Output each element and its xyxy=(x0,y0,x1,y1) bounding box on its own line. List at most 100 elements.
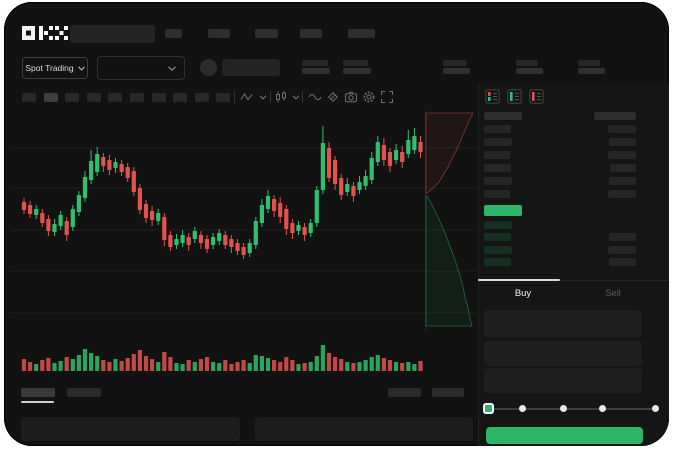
volume-bar xyxy=(314,356,319,371)
candle-body xyxy=(387,152,393,166)
orderbook-header-amount xyxy=(594,112,636,120)
navbar-item[interactable] xyxy=(255,29,278,38)
bid-price-placeholder[interactable] xyxy=(484,246,512,254)
volume-bar xyxy=(95,356,100,371)
interval-button[interactable] xyxy=(130,93,144,102)
candle-body xyxy=(339,178,344,195)
candle-body xyxy=(162,217,167,240)
stat-value-placeholder xyxy=(516,68,543,74)
slider-handle[interactable] xyxy=(482,403,494,414)
stat-label-placeholder xyxy=(516,60,538,66)
market-type-dropdown[interactable]: Spot Trading xyxy=(22,57,88,79)
ask-price-placeholder[interactable] xyxy=(484,125,511,133)
buy-submit-button[interactable] xyxy=(486,427,643,444)
order-input-placeholder[interactable] xyxy=(484,341,642,366)
candle-body xyxy=(156,213,161,221)
order-input-placeholder[interactable] xyxy=(484,368,642,393)
settings-gear-icon[interactable] xyxy=(362,90,376,104)
bid-price-placeholder[interactable] xyxy=(484,258,511,266)
stat-label-placeholder xyxy=(343,60,368,66)
volume-bar xyxy=(223,360,228,371)
bid-price-placeholder[interactable] xyxy=(484,221,512,229)
interval-button[interactable] xyxy=(22,93,36,102)
pair-selector-dropdown[interactable] xyxy=(97,56,185,80)
tab-sell[interactable]: Sell xyxy=(605,287,621,299)
candle-body xyxy=(253,221,258,245)
candle-body xyxy=(363,176,368,186)
navbar-item[interactable] xyxy=(348,29,375,38)
ask-price-placeholder[interactable] xyxy=(484,138,512,146)
candle-type-icon[interactable] xyxy=(274,90,288,104)
volume-bar xyxy=(412,364,417,371)
ask-price-placeholder[interactable] xyxy=(484,164,511,172)
interval-button[interactable] xyxy=(108,93,123,102)
chevron-down-icon[interactable] xyxy=(256,90,270,104)
volume-bar xyxy=(357,362,362,371)
orders-action-placeholder[interactable] xyxy=(388,388,421,397)
depth-bids-area xyxy=(425,195,473,327)
orders-action-placeholder[interactable] xyxy=(432,388,464,397)
line-style-icon[interactable] xyxy=(240,90,254,104)
indicator-wave-icon[interactable] xyxy=(308,90,322,104)
amount-slider-track[interactable] xyxy=(484,408,657,410)
interval-button[interactable] xyxy=(151,93,166,102)
camera-icon[interactable] xyxy=(344,90,358,104)
volume-bar xyxy=(34,364,39,371)
compare-layers-icon[interactable] xyxy=(326,90,340,104)
candle-body xyxy=(308,223,313,233)
interval-button[interactable] xyxy=(173,93,188,102)
candle-body xyxy=(150,211,155,220)
navbar-item[interactable] xyxy=(300,29,322,38)
navbar-item[interactable] xyxy=(208,29,230,38)
bid-price-placeholder[interactable] xyxy=(484,233,511,241)
candle-body xyxy=(351,186,356,196)
candle-body xyxy=(302,227,307,235)
volume-bar xyxy=(198,359,203,371)
candle-body xyxy=(137,188,142,210)
candle-body xyxy=(168,235,173,247)
interval-button[interactable] xyxy=(194,93,209,102)
book-bids-icon[interactable] xyxy=(507,89,522,104)
candle-body xyxy=(223,235,228,245)
interval-button[interactable] xyxy=(216,93,231,102)
okx-logo xyxy=(22,26,68,40)
stat-value-placeholder xyxy=(443,68,470,74)
fullscreen-icon[interactable] xyxy=(380,90,394,104)
ask-price-placeholder[interactable] xyxy=(484,190,510,198)
volume-bar xyxy=(180,364,185,371)
search-input[interactable] xyxy=(70,25,155,43)
volume-bar xyxy=(387,360,393,371)
candle-body xyxy=(412,136,417,150)
slider-stop-dot[interactable] xyxy=(598,405,606,412)
ask-amount-placeholder xyxy=(608,190,636,198)
volume-bar xyxy=(308,362,313,371)
bid-amount-placeholder xyxy=(609,258,636,266)
volume-bar xyxy=(406,362,411,371)
interval-button[interactable] xyxy=(65,93,80,102)
order-input-placeholder[interactable] xyxy=(484,310,642,337)
tab-buy[interactable]: Buy xyxy=(514,287,532,299)
slider-stop-dot[interactable] xyxy=(518,405,526,412)
ask-price-placeholder[interactable] xyxy=(484,177,512,185)
interval-button[interactable] xyxy=(43,93,58,102)
volume-bar xyxy=(211,362,216,371)
candle-body xyxy=(174,239,179,245)
orders-tab[interactable] xyxy=(21,388,55,397)
candle-body xyxy=(192,231,197,239)
chevron-down-icon[interactable] xyxy=(289,90,303,104)
volume-bar xyxy=(119,361,124,371)
ask-amount-placeholder xyxy=(609,177,636,185)
interval-button[interactable] xyxy=(86,93,101,102)
volume-bar xyxy=(351,363,356,371)
navbar-item[interactable] xyxy=(165,29,182,38)
book-asks-icon[interactable] xyxy=(529,89,544,104)
trade-tabs-divider xyxy=(478,280,669,281)
book-combined-icon[interactable] xyxy=(485,89,500,104)
slider-stop-dot[interactable] xyxy=(559,405,567,412)
volume-bar xyxy=(70,359,75,371)
candle-body xyxy=(265,196,271,209)
ask-price-placeholder[interactable] xyxy=(484,151,510,159)
candle-body xyxy=(52,224,57,232)
orders-tab[interactable] xyxy=(67,388,101,397)
slider-stop-dot[interactable] xyxy=(651,405,659,412)
